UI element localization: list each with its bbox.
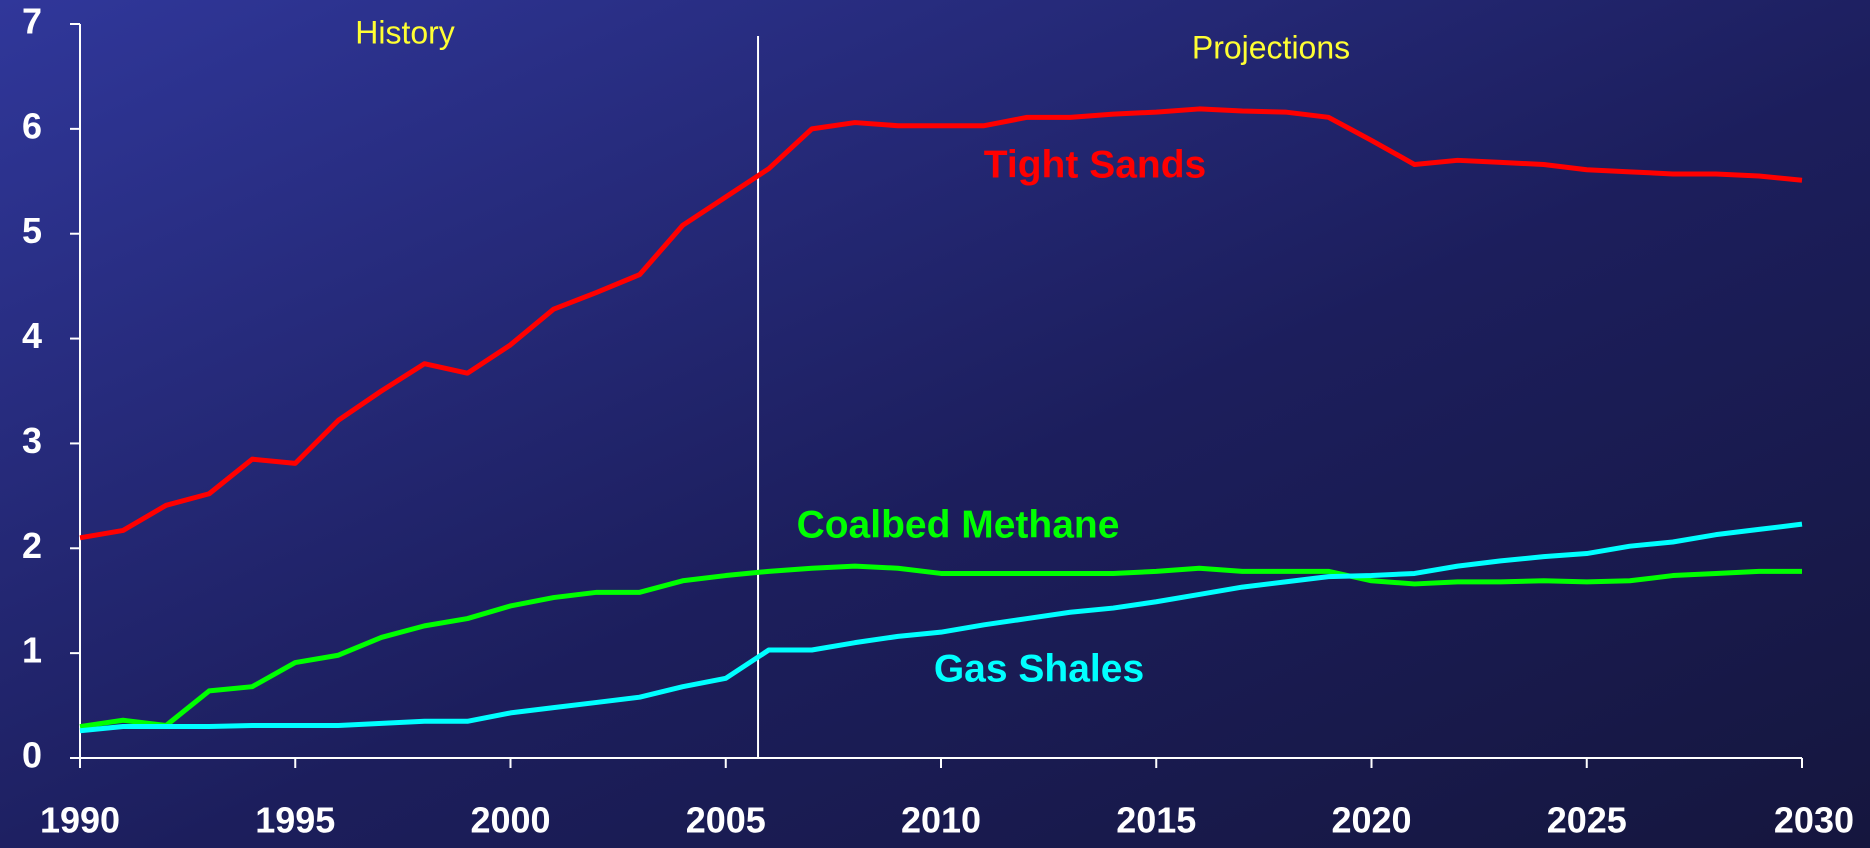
annotation: Projections	[1192, 29, 1350, 65]
series-line	[79, 106, 1803, 541]
x-tick-label: 2020	[1331, 800, 1411, 841]
x-tick-label: 2010	[901, 800, 981, 841]
series-label: Tight Sands	[984, 143, 1206, 186]
x-tick-label: 1990	[40, 800, 120, 841]
y-tick-label: 4	[22, 315, 42, 356]
y-tick-label: 1	[22, 630, 42, 671]
x-tick-label: 2025	[1547, 800, 1627, 841]
x-tick-label: 2030	[1774, 800, 1854, 841]
y-tick-label: 2	[22, 525, 42, 566]
series-line	[79, 521, 1803, 734]
y-tick-label: 3	[22, 420, 42, 461]
x-tick-label: 1995	[255, 800, 335, 841]
series-label: Gas Shales	[934, 647, 1144, 690]
y-tick-label: 7	[22, 1, 42, 42]
annotation: History	[355, 14, 455, 50]
y-tick-label: 6	[22, 105, 42, 146]
y-tick-label: 5	[22, 210, 42, 251]
x-tick-label: 2005	[686, 800, 766, 841]
series-line	[79, 563, 1802, 730]
x-tick-label: 2000	[470, 800, 550, 841]
series-label: Coalbed Methane	[797, 503, 1120, 546]
y-tick-label: 0	[22, 735, 42, 776]
x-tick-label: 2015	[1116, 800, 1196, 841]
